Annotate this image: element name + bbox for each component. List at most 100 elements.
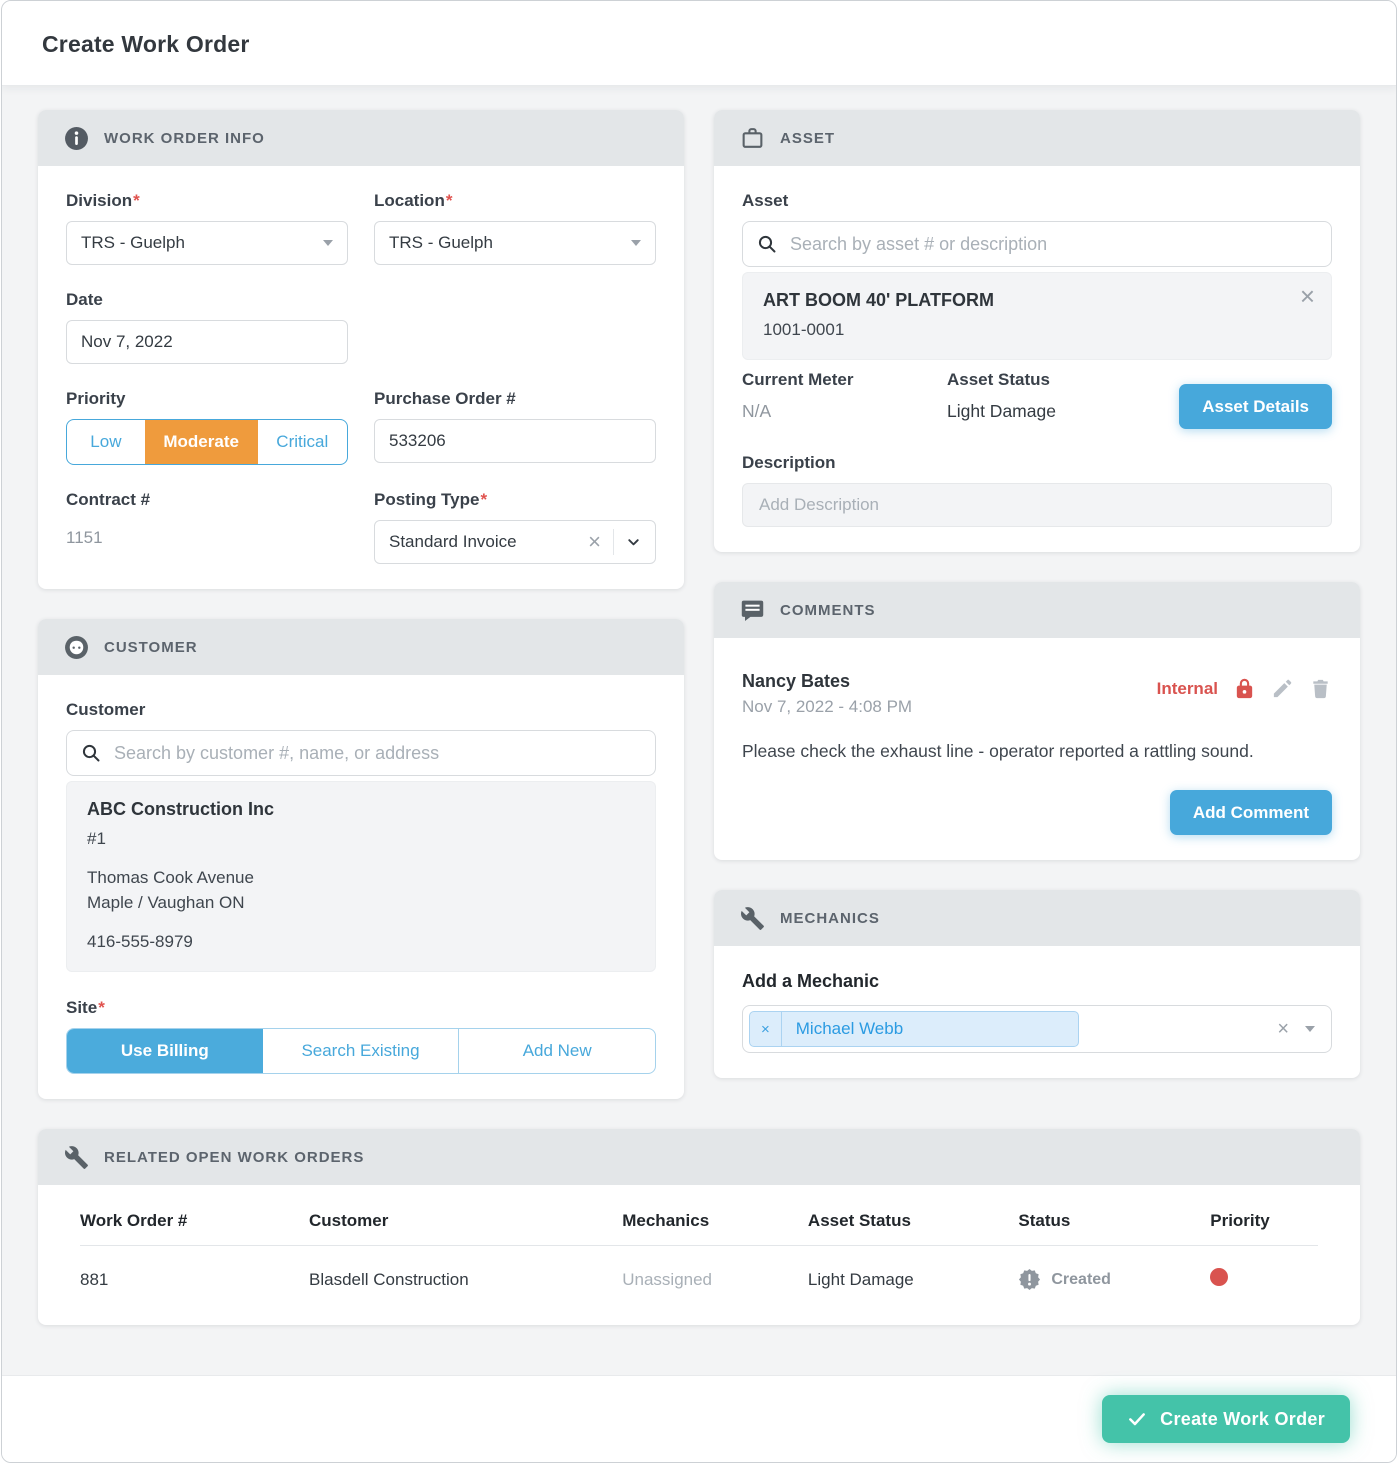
work-order-info-header: WORK ORDER INFO xyxy=(38,110,684,166)
posting-type-label: Posting Type* xyxy=(374,490,488,509)
comment-meta-row: Nancy Bates Nov 7, 2022 - 4:08 PM Intern… xyxy=(742,671,1332,717)
site-option-search-existing[interactable]: Search Existing xyxy=(301,1041,420,1060)
customer-phone: 416-555-8979 xyxy=(87,932,193,951)
wrench-icon xyxy=(740,906,764,930)
customer-search xyxy=(66,730,656,776)
related-work-orders-header: RELATED OPEN WORK ORDERS xyxy=(38,1129,1360,1185)
related-work-orders-panel: RELATED OPEN WORK ORDERS Work Order # Cu… xyxy=(38,1129,1360,1325)
asset-header: ASSET xyxy=(714,110,1360,166)
mechanic-name: Michael Webb xyxy=(795,1019,904,1038)
mechanic-tag: × Michael Webb xyxy=(749,1011,1079,1047)
clear-icon[interactable]: × xyxy=(1277,1018,1289,1040)
check-icon xyxy=(1129,1413,1146,1426)
required-asterisk: * xyxy=(98,998,105,1017)
date-label: Date xyxy=(66,290,103,309)
current-meter-label: Current Meter xyxy=(742,370,854,389)
posting-type-value: Standard Invoice xyxy=(389,532,517,551)
chevron-down-icon[interactable] xyxy=(626,535,641,550)
edit-pencil-icon[interactable] xyxy=(1271,677,1294,700)
division-value: TRS - Guelph xyxy=(81,233,185,252)
mechanic-multiselect[interactable]: × Michael Webb × xyxy=(742,1005,1332,1053)
asset-search-input[interactable] xyxy=(742,221,1332,267)
priority-label: Priority xyxy=(66,389,126,408)
asset-title: ASSET xyxy=(780,129,836,147)
chevron-down-icon xyxy=(323,240,333,246)
location-value: TRS - Guelph xyxy=(389,233,493,252)
priority-option-critical[interactable]: Critical xyxy=(276,432,329,451)
internal-badge: Internal xyxy=(1156,678,1218,698)
wrench-icon xyxy=(64,1145,88,1169)
page-footer: Create Work Order xyxy=(2,1375,1396,1462)
comments-panel: COMMENTS Nancy Bates Nov 7, 2022 - 4:08 … xyxy=(714,582,1360,860)
create-work-order-button[interactable]: Create Work Order xyxy=(1102,1395,1350,1443)
lock-icon xyxy=(1236,678,1253,699)
customer-number: #1 xyxy=(87,829,106,848)
priority-option-moderate[interactable]: Moderate xyxy=(144,420,258,464)
customer-name: ABC Construction Inc xyxy=(87,799,274,819)
create-work-order-label: Create Work Order xyxy=(1160,1408,1325,1429)
info-icon xyxy=(65,126,88,150)
asset-panel: ASSET Asset × ART BOOM 40' PLATFORM 1001… xyxy=(714,110,1360,552)
customer-face-icon xyxy=(65,635,88,659)
cell-work-order-number: 881 xyxy=(80,1269,109,1289)
description-input[interactable] xyxy=(742,483,1332,527)
divider xyxy=(613,529,614,555)
comment-bubble-icon xyxy=(741,600,764,621)
mechanics-panel: MECHANICS Add a Mechanic × Michael Webb … xyxy=(714,890,1360,1078)
cell-customer: Blasdell Construction xyxy=(309,1269,469,1289)
status-text: Created xyxy=(1051,1270,1111,1288)
customer-field-label: Customer xyxy=(66,700,146,719)
site-toggle-group: Use Billing Search Existing Add New xyxy=(66,1028,656,1074)
asset-details-button[interactable]: Asset Details xyxy=(1179,384,1332,429)
date-input[interactable]: Nov 7, 2022 xyxy=(66,320,348,364)
location-select[interactable]: TRS - Guelph xyxy=(374,221,656,265)
comment-author: Nancy Bates xyxy=(742,671,851,691)
required-asterisk: * xyxy=(445,191,453,210)
add-mechanic-label: Add a Mechanic xyxy=(742,971,880,991)
customer-header: CUSTOMER xyxy=(38,619,684,675)
asset-status-label: Asset Status xyxy=(947,370,1050,389)
posting-type-select[interactable]: Standard Invoice × xyxy=(374,520,656,564)
asset-number: 1001-0001 xyxy=(763,320,845,339)
column-header-status: Status xyxy=(1018,1191,1211,1246)
search-icon xyxy=(758,235,776,253)
asset-search xyxy=(742,221,1332,267)
remove-mechanic-icon[interactable]: × xyxy=(750,1012,782,1046)
chevron-down-icon xyxy=(631,240,641,246)
table-row[interactable]: 881 Blasdell Construction Unassigned Lig… xyxy=(80,1246,1318,1316)
chevron-down-icon[interactable] xyxy=(1305,1026,1315,1032)
site-option-add-new[interactable]: Add New xyxy=(458,1029,655,1073)
selected-customer-card: ABC Construction Inc #1 Thomas Cook Aven… xyxy=(66,781,656,972)
seal-exclamation-icon xyxy=(1019,1268,1041,1291)
page-content: WORK ORDER INFO Division* TRS - Guelph xyxy=(2,86,1396,1375)
asset-field-label: Asset xyxy=(742,191,789,210)
customer-title: CUSTOMER xyxy=(104,638,198,656)
required-asterisk: * xyxy=(480,490,488,509)
related-work-orders-table: Work Order # Customer Mechanics Asset St… xyxy=(80,1191,1318,1315)
priority-dot xyxy=(1210,1268,1229,1286)
status-badge: Created xyxy=(1018,1268,1210,1291)
asset-status-value: Light Damage xyxy=(947,401,1056,421)
column-header-priority: Priority xyxy=(1210,1191,1318,1246)
purchase-order-input[interactable]: 533206 xyxy=(374,419,656,463)
trash-icon[interactable] xyxy=(1309,677,1332,700)
page-header: Create Work Order xyxy=(2,1,1396,86)
site-option-use-billing[interactable]: Use Billing xyxy=(67,1029,263,1073)
cell-asset-status: Light Damage xyxy=(807,1269,914,1289)
current-meter-value: N/A xyxy=(742,401,772,421)
add-comment-button[interactable]: Add Comment xyxy=(1169,790,1332,835)
clear-icon[interactable]: × xyxy=(588,529,601,554)
work-order-info-title: WORK ORDER INFO xyxy=(104,129,265,147)
mechanics-header: MECHANICS xyxy=(714,890,1360,946)
division-select[interactable]: TRS - Guelph xyxy=(66,221,348,265)
selected-asset-card: × ART BOOM 40' PLATFORM 1001-0001 xyxy=(742,272,1332,360)
customer-search-input[interactable] xyxy=(66,730,656,776)
required-asterisk: * xyxy=(133,191,140,210)
contract-label: Contract # xyxy=(66,490,151,509)
priority-option-low[interactable]: Low xyxy=(90,432,122,451)
site-label: Site* xyxy=(66,998,105,1017)
close-icon[interactable]: × xyxy=(1299,281,1315,311)
contract-value: 1151 xyxy=(66,528,103,547)
customer-address-line2: Maple / Vaughan ON xyxy=(87,893,245,912)
